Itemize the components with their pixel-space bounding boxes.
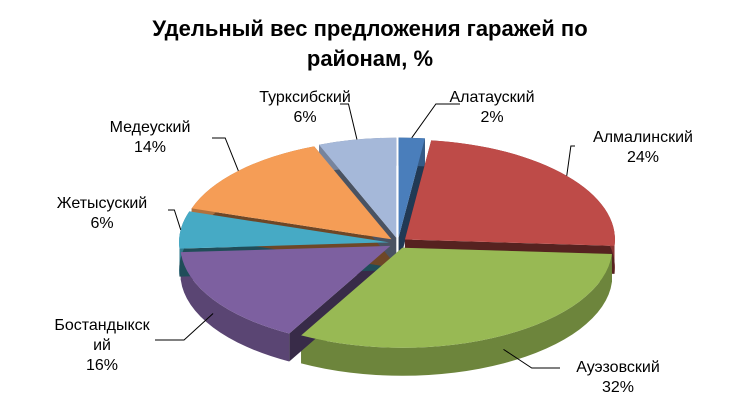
slice-name: Алмалинский bbox=[593, 129, 693, 146]
slice bbox=[404, 140, 615, 246]
leader-line bbox=[168, 209, 182, 230]
leader-line bbox=[340, 103, 358, 140]
leader-line bbox=[155, 313, 214, 341]
leader-line bbox=[411, 103, 460, 139]
slice-name: Медеуский bbox=[110, 119, 191, 136]
slice-name: Ауэзовский bbox=[576, 359, 660, 376]
slice bbox=[191, 146, 392, 240]
leader-line bbox=[212, 137, 239, 172]
slice-value-label: 6% bbox=[293, 109, 316, 126]
slice bbox=[319, 137, 397, 238]
slice-name: Бостандыкск ий bbox=[54, 317, 150, 354]
slice-value-label: 24% bbox=[627, 149, 659, 166]
slice-name: Жетысуский bbox=[57, 195, 147, 212]
slice-side bbox=[301, 254, 612, 376]
slice-value-label: 14% bbox=[134, 139, 166, 156]
slice-name: Турксибский bbox=[259, 89, 351, 106]
slice-value-label: 32% bbox=[602, 379, 634, 396]
leader-line bbox=[503, 348, 560, 369]
slice-name: Алатауский bbox=[449, 89, 534, 106]
slice-value-label: 2% bbox=[480, 109, 503, 126]
slice bbox=[180, 245, 391, 334]
slice bbox=[179, 211, 390, 249]
chart-title: Удельный вес предложения гаражей по райо… bbox=[152, 16, 588, 71]
slice-side bbox=[180, 252, 290, 362]
slice bbox=[301, 247, 612, 348]
slice-value-label: 16% bbox=[86, 357, 118, 374]
leader-line bbox=[566, 145, 575, 176]
slice bbox=[398, 137, 425, 238]
slice-cut bbox=[398, 138, 425, 266]
slice-value-label: 6% bbox=[90, 215, 113, 232]
